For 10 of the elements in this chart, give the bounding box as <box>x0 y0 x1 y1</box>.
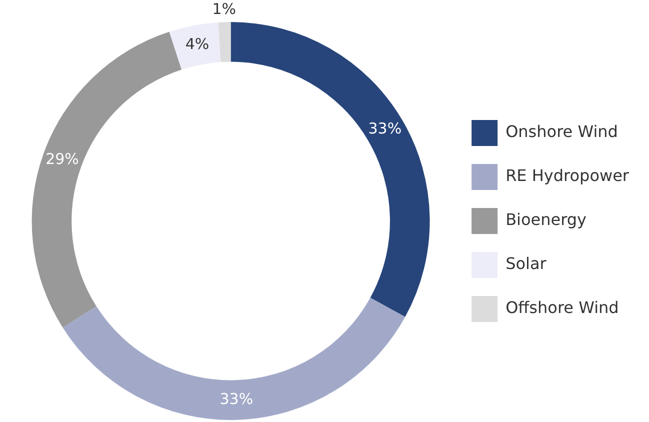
data-label: 1% <box>212 0 236 18</box>
legend-label: Offshore Wind <box>506 298 619 318</box>
legend-label: Bioenergy <box>506 210 587 230</box>
legend-label: Onshore Wind <box>506 122 618 142</box>
data-label: 33% <box>368 120 402 138</box>
data-label: 4% <box>185 34 210 53</box>
data-label: 33% <box>220 390 254 408</box>
legend-label: Solar <box>506 254 547 274</box>
legend-label: RE Hydropower <box>506 166 630 186</box>
data-label: 29% <box>46 150 79 168</box>
